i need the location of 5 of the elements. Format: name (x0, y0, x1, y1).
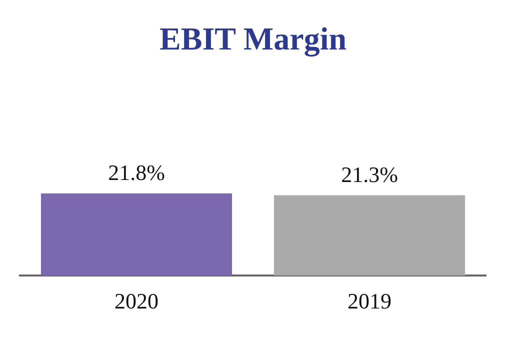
x-tick-label: 2019 (348, 288, 392, 314)
x-tick-label: 2020 (114, 288, 158, 314)
data-label: 21.3% (341, 162, 398, 188)
chart-title: EBIT Margin (160, 20, 347, 58)
data-label: 21.8% (108, 160, 165, 186)
